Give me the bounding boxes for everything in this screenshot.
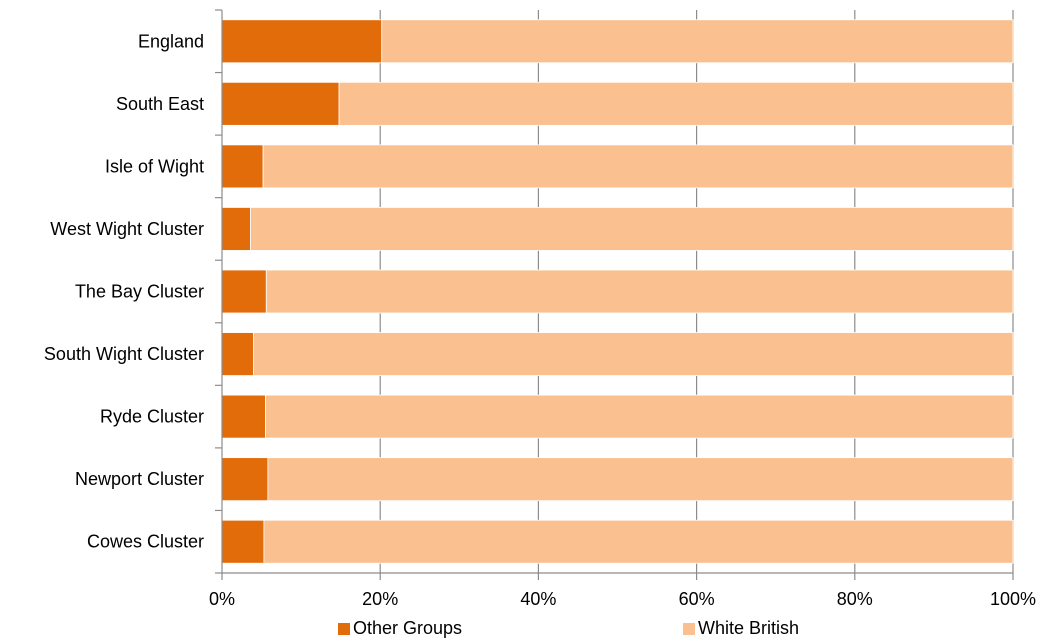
legend-swatch	[683, 623, 695, 635]
category-label: Newport Cluster	[75, 469, 204, 489]
category-label: England	[138, 31, 204, 51]
axes	[215, 9, 1014, 580]
x-tick-label: 80%	[837, 589, 873, 609]
bar-white-british	[265, 269, 1014, 314]
category-label: Ryde Cluster	[100, 407, 204, 427]
bar-white-british	[263, 519, 1014, 564]
category-label: South East	[116, 94, 204, 114]
bars	[221, 19, 1014, 564]
bar-other-groups	[221, 519, 265, 564]
category-label: West Wight Cluster	[50, 219, 204, 239]
bar-other-groups	[221, 332, 255, 376]
bar-other-groups	[221, 144, 264, 189]
bar-white-british	[265, 394, 1014, 439]
legend: Other Groups White British	[338, 618, 799, 638]
legend-label: White British	[698, 618, 799, 638]
bar-other-groups	[221, 457, 269, 502]
x-tick-labels: 0% 20% 40% 60% 80% 100%	[209, 589, 1036, 609]
category-label: Cowes Cluster	[87, 532, 204, 552]
bar-white-british	[262, 144, 1014, 189]
x-tick-label: 20%	[362, 589, 398, 609]
category-label: Isle of Wight	[105, 156, 204, 176]
x-tick-label: 40%	[520, 589, 556, 609]
category-label: The Bay Cluster	[75, 282, 204, 302]
bar-white-british	[267, 457, 1014, 502]
x-tick-label: 0%	[209, 589, 235, 609]
bar-white-british	[338, 81, 1014, 126]
x-tick-label: 60%	[679, 589, 715, 609]
bar-other-groups	[221, 81, 340, 126]
x-tick-label: 100%	[990, 589, 1036, 609]
category-labels: England South East Isle of Wight West Wight…	[44, 31, 204, 551]
bar-other-groups	[221, 394, 266, 439]
bar-white-british	[381, 19, 1014, 64]
category-label: South Wight Cluster	[44, 344, 204, 364]
bar-white-british	[250, 207, 1014, 251]
bar-other-groups	[221, 19, 383, 64]
bar-other-groups	[221, 269, 267, 314]
bar-white-british	[253, 332, 1014, 376]
bar-other-groups	[221, 207, 251, 251]
legend-label: Other Groups	[353, 618, 462, 638]
legend-swatch	[338, 623, 350, 635]
